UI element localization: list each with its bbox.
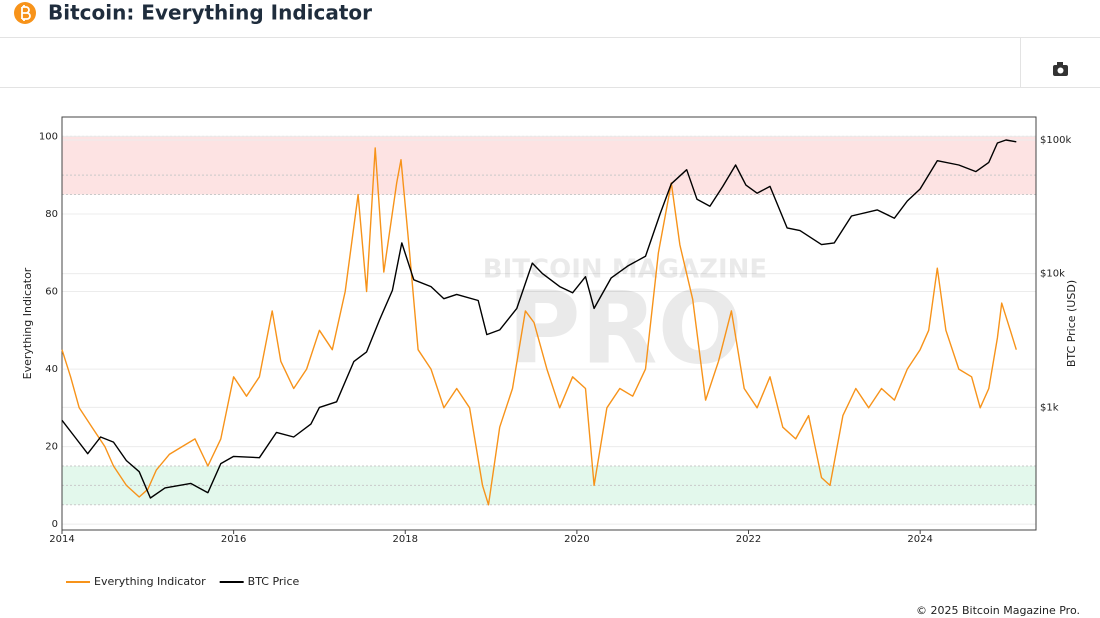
y-tick-label: 80 <box>45 209 58 220</box>
legend-label: Everything Indicator <box>94 575 206 588</box>
copyright: © 2025 Bitcoin Magazine Pro. <box>916 604 1080 617</box>
plot: 0 20 40 60 80 100 $1k $10k $100k 2014 2016 2018 2020… <box>21 116 1078 588</box>
bitcoin-glyph <box>21 5 31 21</box>
x-tick-label: 2014 <box>49 534 74 545</box>
x-tick-label: 2020 <box>564 534 589 545</box>
y-tick-label: 40 <box>45 364 58 375</box>
x-tick-label: 2024 <box>907 534 932 545</box>
y2-tick-label: $100k <box>1040 135 1071 146</box>
zone <box>62 466 1036 505</box>
series-line <box>61 147 1017 506</box>
y-tick-label: 100 <box>39 131 58 142</box>
x-tick-label: 2018 <box>393 534 418 545</box>
camera-top[interactable] <box>1057 62 1063 66</box>
camera-button[interactable] <box>1053 62 1068 76</box>
plot-frame <box>61 116 1037 531</box>
y-axis-title: Everything Indicator <box>21 267 34 379</box>
camera-lens[interactable] <box>1057 67 1064 74</box>
legend-label: BTC Price <box>248 575 300 588</box>
y2-tick-label: $10k <box>1040 269 1065 280</box>
page-title: Bitcoin: Everything Indicator <box>48 1 372 25</box>
y-tick-label: 20 <box>45 442 58 453</box>
y-tick-label: 0 <box>52 519 58 530</box>
y2-tick-label: $1k <box>1040 402 1059 413</box>
y2-axis-title: BTC Price (USD) <box>1065 280 1078 367</box>
y-tick-label: 60 <box>45 287 58 298</box>
series-line <box>61 139 1017 499</box>
watermark: PRO <box>507 269 742 386</box>
zone <box>62 136 1036 195</box>
x-tick-label: 2016 <box>221 534 246 545</box>
x-tick-label: 2022 <box>736 534 761 545</box>
